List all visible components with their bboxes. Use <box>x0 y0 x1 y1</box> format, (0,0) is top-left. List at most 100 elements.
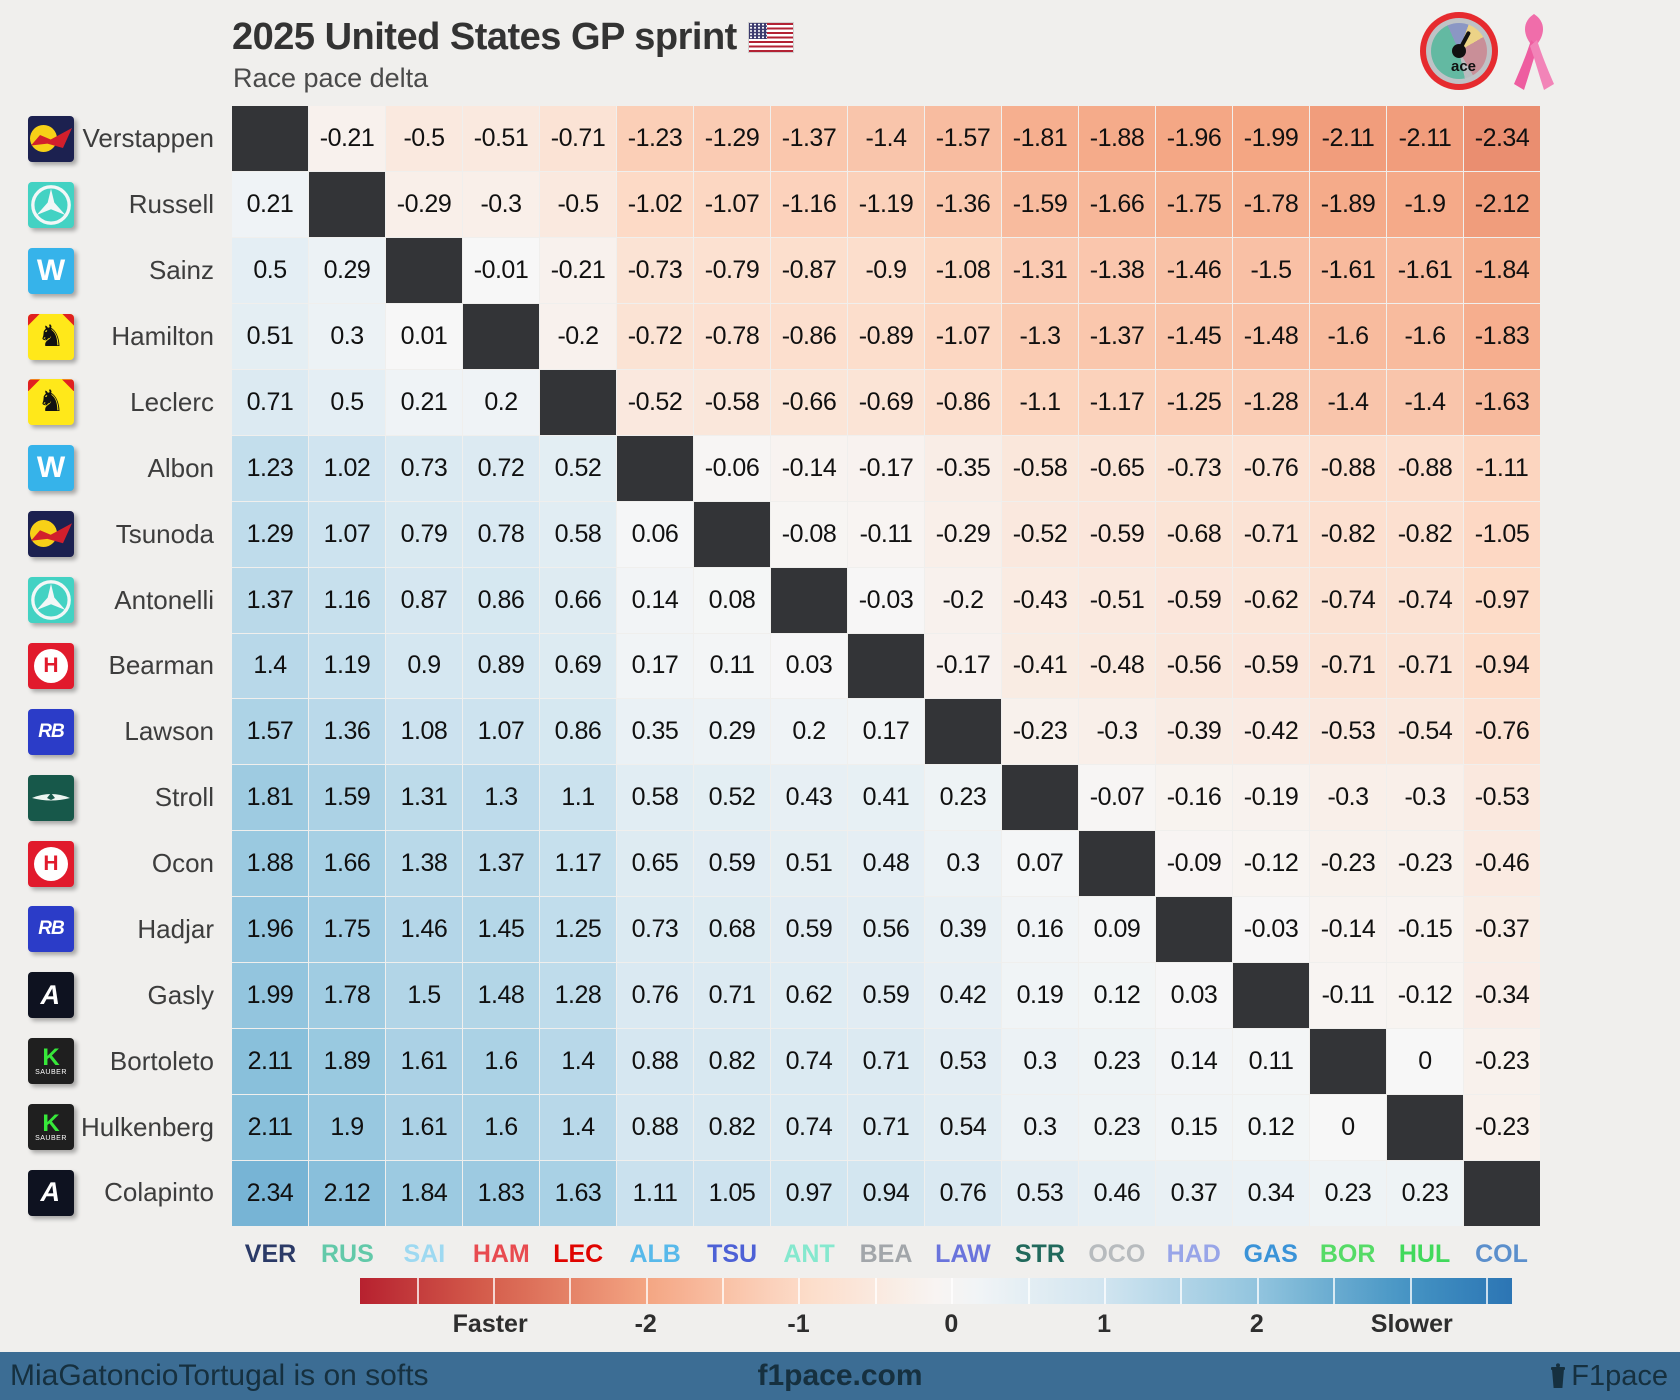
matrix-cell: 0.62 <box>771 963 847 1029</box>
matrix-cell: -0.62 <box>1233 567 1309 633</box>
matrix-cell: -0.3 <box>1310 765 1386 831</box>
driver-name: Gasly <box>147 979 214 1010</box>
driver-name: Sainz <box>148 255 214 286</box>
matrix-cell: -0.35 <box>925 435 1001 501</box>
matrix-cell: 1.81 <box>232 765 308 831</box>
column-header-had: HAD <box>1166 1239 1221 1268</box>
matrix-cell: 1.78 <box>309 963 385 1029</box>
matrix-cell: 0.59 <box>848 963 924 1029</box>
matrix-cell <box>1002 765 1078 831</box>
matrix-cell: 0.5 <box>232 237 308 303</box>
driver-row-label: Tsunoda <box>0 501 224 567</box>
matrix-cell: 0.52 <box>694 765 770 831</box>
matrix-cell: -1.96 <box>1156 106 1232 171</box>
matrix-cell: -0.3 <box>1079 699 1155 765</box>
matrix-cell: 0.03 <box>771 633 847 699</box>
matrix-cell: -0.03 <box>848 567 924 633</box>
driver-name: Leclerc <box>130 386 214 417</box>
gauge-center-icon <box>1452 44 1466 58</box>
driver-labels: Verstappen Russell W Sainz ♞ Hamilton ♞ Leclerc… <box>0 106 224 1226</box>
matrix-cell: 0.56 <box>848 897 924 963</box>
matrix-cell: -0.16 <box>1156 765 1232 831</box>
matrix-cell: 0.14 <box>1156 1029 1232 1095</box>
driver-name: Colapinto <box>104 1177 214 1208</box>
matrix-cell: 0.03 <box>1156 963 1232 1029</box>
matrix-cell: 0.17 <box>617 633 693 699</box>
column-header-ver: VER <box>244 1239 297 1268</box>
matrix-cell: -0.88 <box>1310 435 1386 501</box>
matrix-cell: -2.11 <box>1387 106 1463 171</box>
colorbar-tick <box>951 1278 954 1304</box>
matrix-cell: -1.1 <box>1002 369 1078 435</box>
driver-row-label: W Sainz <box>0 238 224 304</box>
colorbar-tick <box>798 1278 801 1304</box>
matrix-cell: 1.6 <box>463 1095 539 1161</box>
mercedes-logo <box>28 577 74 624</box>
us-flag-icon <box>748 23 793 52</box>
driver-name: Bearman <box>108 650 215 681</box>
matrix-cell: 0.51 <box>771 831 847 897</box>
matrix-cell: -1.23 <box>617 106 693 171</box>
driver-row-label: W Albon <box>0 435 224 501</box>
colorbar-label: -2 <box>634 1310 657 1338</box>
racing-bulls-logo: RB <box>28 906 74 953</box>
matrix-cell: 2.11 <box>232 1029 308 1095</box>
driver-row-label: RB Lawson <box>0 699 224 765</box>
colorbar-label: 0 <box>944 1310 959 1338</box>
colorbar-label: 2 <box>1249 1310 1264 1338</box>
matrix-cell: 1.02 <box>309 435 385 501</box>
footer-brand-text: F1pace <box>1571 1359 1668 1392</box>
matrix-cell: 0.73 <box>617 897 693 963</box>
matrix-cell: 0.69 <box>540 633 616 699</box>
matrix-cell: 0.88 <box>617 1029 693 1095</box>
matrix-cell: -1.25 <box>1156 369 1232 435</box>
matrix-cell: -0.71 <box>1310 633 1386 699</box>
matrix-cell <box>1387 1095 1463 1161</box>
matrix-cell: 0.71 <box>694 963 770 1029</box>
racing-bulls-logo: RB <box>28 708 74 755</box>
matrix-cell: 0.54 <box>925 1095 1001 1161</box>
driver-name: Tsunoda <box>115 518 214 549</box>
matrix-cell: 1.6 <box>463 1029 539 1095</box>
column-header-lec: LEC <box>553 1239 604 1268</box>
matrix-cell: 0.76 <box>617 963 693 1029</box>
matrix-cell: -1.46 <box>1156 237 1232 303</box>
colorbar-tick <box>416 1278 419 1304</box>
matrix-cell: 1.88 <box>232 831 308 897</box>
matrix-cell: 0.58 <box>617 765 693 831</box>
colorbar-label: 1 <box>1097 1310 1112 1338</box>
matrix-cell: 1.1 <box>540 765 616 831</box>
f1pace-logo: ace <box>1420 12 1498 90</box>
matrix-cell: -1.83 <box>1464 303 1540 369</box>
matrix-cell: 0.29 <box>694 699 770 765</box>
matrix-cell: -0.76 <box>1233 435 1309 501</box>
matrix-cell: 0.3 <box>309 303 385 369</box>
sauber-logo: K SAUBER <box>28 1038 74 1085</box>
red-bull-logo <box>28 115 74 162</box>
driver-name: Lawson <box>124 716 214 747</box>
matrix-cell: 1.38 <box>386 831 462 897</box>
matrix-cell: -1.07 <box>694 171 770 237</box>
footer-bar: MiaGatoncioTortugal is on softs f1pace.c… <box>0 1352 1680 1400</box>
matrix-cell: -0.52 <box>617 369 693 435</box>
matrix-cell <box>925 699 1001 765</box>
matrix-cell: 0.09 <box>1079 897 1155 963</box>
matrix-cell: -1.61 <box>1387 237 1463 303</box>
williams-logo: W <box>28 247 74 294</box>
pace-logo-text: ace <box>1450 58 1477 75</box>
matrix-cell: 0.86 <box>540 699 616 765</box>
matrix-cell: -0.58 <box>694 369 770 435</box>
matrix-cell: 0.23 <box>925 765 1001 831</box>
matrix-cell: -0.11 <box>848 501 924 567</box>
matrix-cell: 1.11 <box>617 1161 693 1226</box>
matrix-cell: 0.74 <box>771 1029 847 1095</box>
matrix-cell <box>694 501 770 567</box>
matrix-cell: -1.88 <box>1079 106 1155 171</box>
driver-row-label: H Ocon <box>0 831 224 897</box>
matrix-cell: -0.03 <box>1233 897 1309 963</box>
matrix-cell: 0.79 <box>386 501 462 567</box>
matrix-cell: -0.2 <box>925 567 1001 633</box>
matrix-cell: 0.11 <box>694 633 770 699</box>
driver-row-label: ♞ Leclerc <box>0 370 224 436</box>
haas-logo: H <box>28 840 74 887</box>
